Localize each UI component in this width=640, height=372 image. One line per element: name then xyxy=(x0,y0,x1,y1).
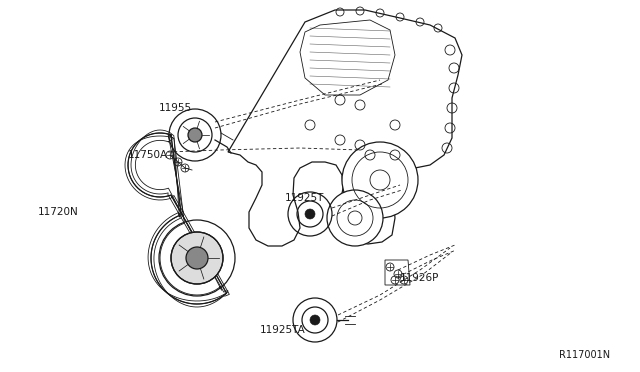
Circle shape xyxy=(188,128,202,142)
Text: 11955: 11955 xyxy=(159,103,191,113)
Circle shape xyxy=(186,247,208,269)
Circle shape xyxy=(305,209,315,219)
Circle shape xyxy=(171,232,223,284)
Text: 11925TA: 11925TA xyxy=(260,325,306,335)
Text: R117001N: R117001N xyxy=(559,350,610,360)
Text: 11926P: 11926P xyxy=(400,273,440,283)
Circle shape xyxy=(342,142,418,218)
Text: 11925T: 11925T xyxy=(285,193,324,203)
Text: 11750A: 11750A xyxy=(128,150,168,160)
Circle shape xyxy=(327,190,383,246)
Text: 11720N: 11720N xyxy=(38,207,79,217)
Circle shape xyxy=(310,315,320,325)
Polygon shape xyxy=(228,10,462,246)
